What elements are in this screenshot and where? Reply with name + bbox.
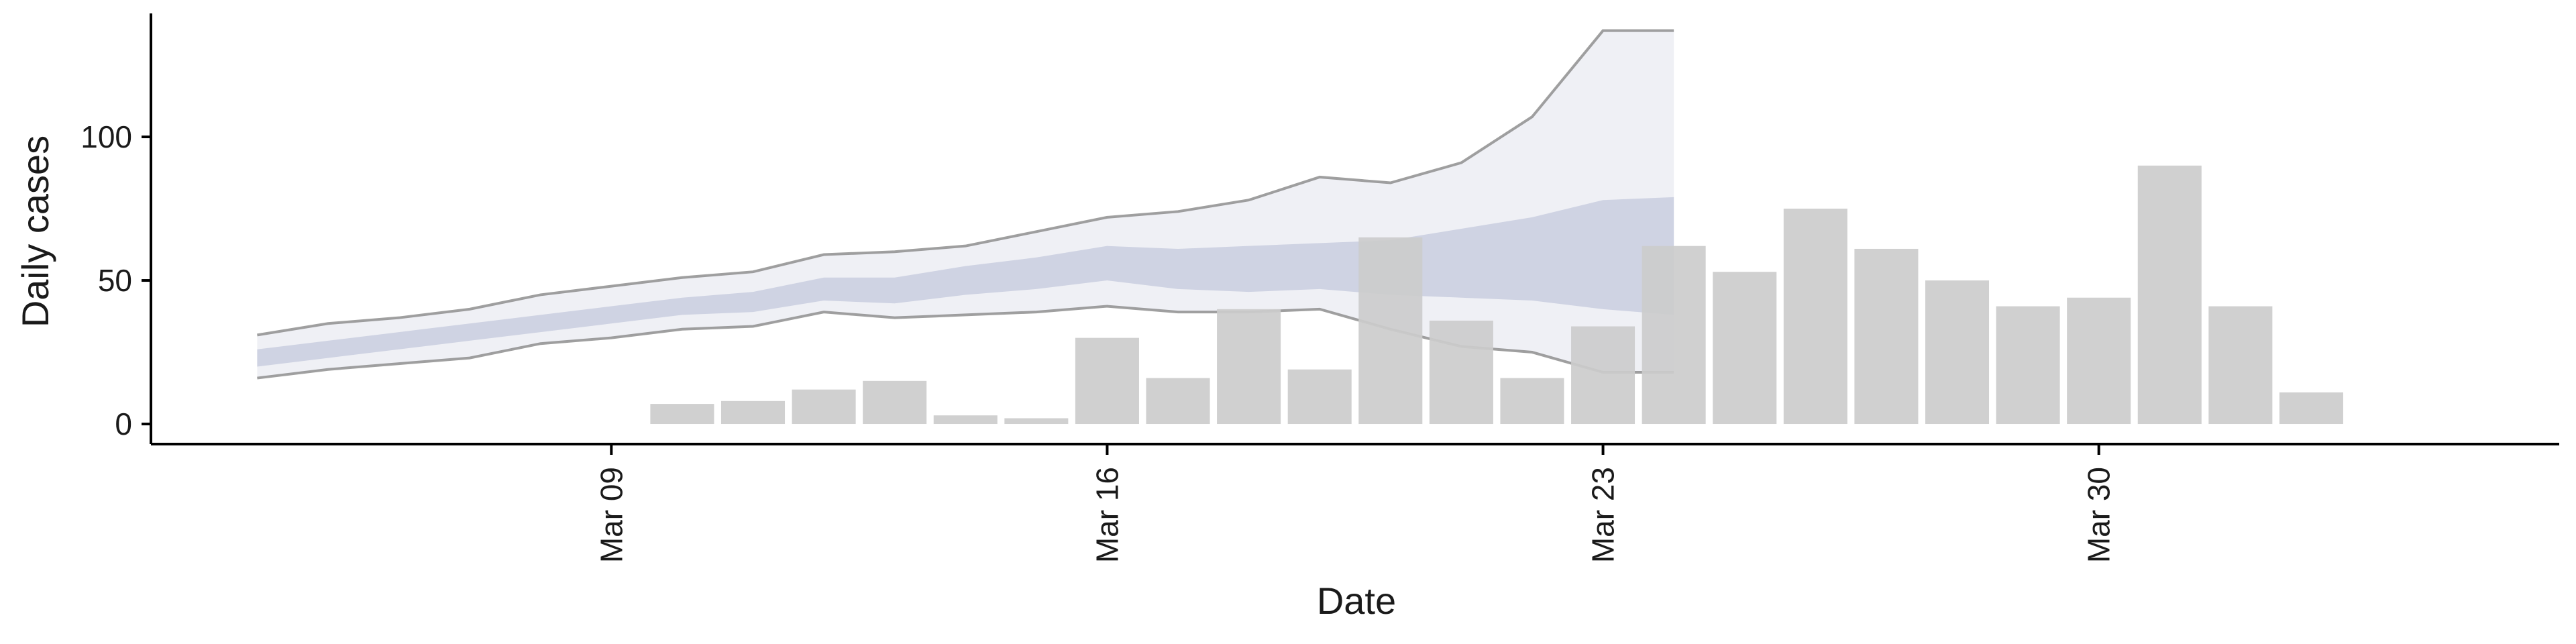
bar-2020-03-18 — [1217, 309, 1281, 425]
bar-2020-03-11 — [720, 400, 786, 425]
bar-2020-03-31 — [2137, 165, 2202, 425]
ticks-group: 0 50 100 Mar 09 Mar 16 Mar 23 Mar 30 — [80, 119, 2116, 563]
bar-2020-03-22 — [1500, 378, 1564, 425]
x-tick-label-2: Mar 23 — [1586, 467, 1621, 563]
bar-2020-03-23 — [1571, 326, 1635, 425]
axes-group — [150, 13, 2559, 445]
y-axis-title: Daily cases — [14, 136, 56, 327]
bar-2020-03-17 — [1146, 378, 1210, 425]
x-tick-label-1: Mar 16 — [1089, 467, 1124, 563]
projection-upper-line — [257, 29, 1674, 337]
y-tick-label-50: 50 — [98, 263, 132, 298]
projection-outer-band — [257, 30, 1674, 378]
bar-2020-03-20 — [1358, 237, 1423, 425]
bar-2020-03-26 — [1783, 209, 1847, 425]
bar-2020-03-16 — [1075, 337, 1139, 425]
bar-2020-04-02 — [2279, 392, 2343, 425]
bar-2020-03-19 — [1287, 369, 1352, 425]
x-tick-label-3: Mar 30 — [2082, 467, 2116, 563]
bar-2020-03-15 — [1004, 418, 1069, 425]
bar-2020-03-27 — [1854, 248, 1919, 425]
y-tick-label-100: 100 — [80, 119, 132, 154]
x-axis-title: Date — [1317, 580, 1396, 622]
bar-2020-03-25 — [1713, 272, 1777, 425]
bar-2020-03-28 — [1925, 280, 1990, 425]
bar-2020-03-14 — [933, 415, 998, 425]
y-tick-label-0: 0 — [115, 407, 132, 441]
bar-2020-04-01 — [2208, 306, 2273, 425]
x-tick-label-0: Mar 09 — [594, 467, 629, 563]
bar-2020-03-10 — [650, 404, 714, 425]
bar-2020-03-24 — [1642, 246, 1706, 425]
bar-2020-03-29 — [1996, 306, 2060, 425]
projection-inner-band — [257, 197, 1674, 367]
bar-2020-03-13 — [863, 380, 927, 425]
bar-2020-03-30 — [2067, 297, 2131, 425]
bars-group — [650, 165, 2343, 425]
bar-2020-03-12 — [792, 389, 856, 425]
bar-2020-03-21 — [1429, 320, 1493, 425]
